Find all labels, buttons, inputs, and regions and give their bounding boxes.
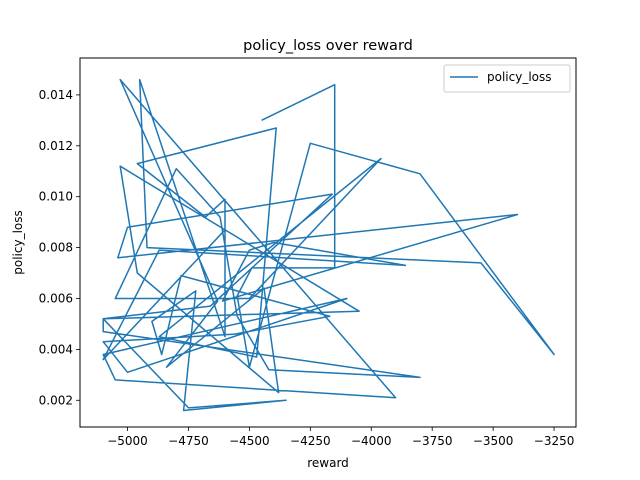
series-line-policy_loss [102,78,555,412]
x-tick-label: −3750 [412,434,453,448]
x-tick-label: −3250 [534,434,575,448]
chart-title: policy_loss over reward [243,38,413,54]
x-tick-label: −4000 [351,434,392,448]
axes-frame [79,57,577,428]
y-axis: 0.002 0.004 0.006 0.008 0.010 0.012 0.014 [39,88,80,407]
y-tick-label: 0.010 [39,190,73,204]
series-layer [102,78,555,412]
y-tick-label: 0.008 [39,241,73,255]
y-axis-label: policy_loss [11,210,25,275]
y-tick-label: 0.006 [39,291,73,305]
y-tick-label: 0.014 [39,88,73,102]
x-tick-label: −4500 [229,434,270,448]
x-tick-label: −5000 [107,434,148,448]
x-axis: −5000 −4750 −4500 −4250 −4000 −3750 −3500 −3250 [107,427,574,448]
legend: policy_loss [443,64,571,93]
x-tick-label: −4750 [168,434,209,448]
x-tick-label: −3500 [473,434,514,448]
y-tick-label: 0.012 [39,139,73,153]
legend-box [443,64,571,93]
legend-label: policy_loss [487,70,552,84]
y-tick-label: 0.002 [39,393,73,407]
x-tick-label: −4250 [290,434,331,448]
plot-area [102,78,555,412]
x-axis-label: reward [307,456,349,470]
y-tick-label: 0.004 [39,342,73,356]
